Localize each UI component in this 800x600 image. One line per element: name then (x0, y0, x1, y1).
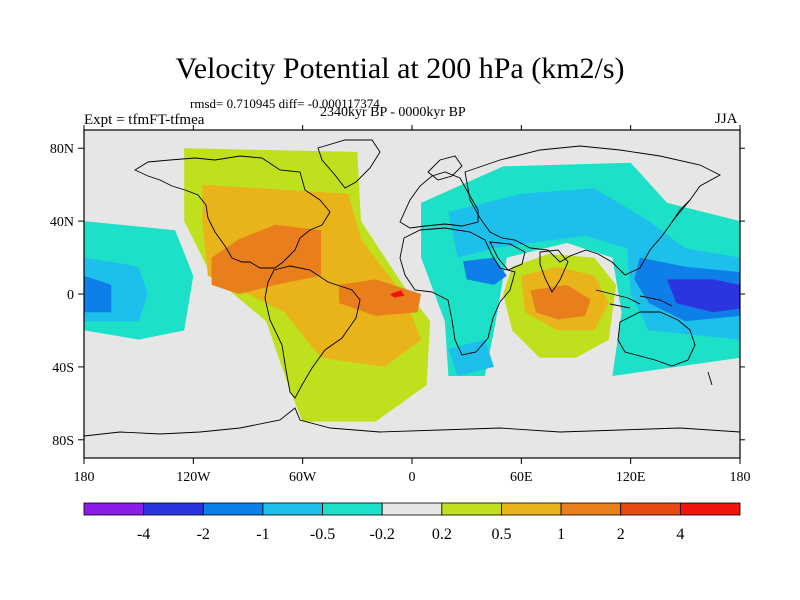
contour-region-positive-caribbean-core (211, 224, 321, 294)
lat-tick-label: 0 (67, 288, 74, 303)
stats-line: rmsd= 0.710945 diff= -0.000117374 (190, 96, 380, 111)
contour-region-negative-mideast-core (463, 257, 507, 285)
axes: 180 120W 60W 0 60E 120E 180 80N 40N 0 40S 80S (50, 125, 751, 485)
experiment-label: Expt = tfmFT-tfmea (84, 112, 205, 128)
lon-tick-label: 180 (730, 470, 751, 485)
contour-fills (84, 148, 740, 422)
contour-region-negative-westpac-max (667, 279, 740, 313)
colorbar-level-label: -2 (197, 526, 210, 543)
lon-tick-label: 60W (289, 470, 317, 485)
colorbar-level-label: -0.2 (370, 526, 395, 543)
contour-region-positive-eqatl-core (339, 279, 422, 316)
colorbar-level-label: -0.5 (310, 526, 335, 543)
colorbar-level-label: 1 (557, 526, 565, 543)
contour-region-negative-pacific-east-core (84, 275, 112, 313)
colorbar-swatch (441, 502, 502, 516)
lon-tick-label: 120E (616, 470, 646, 485)
contour-region-negative-southern-indian (448, 339, 494, 376)
lon-tick-label: 0 (409, 470, 416, 485)
lat-tick-label: 40S (52, 361, 74, 376)
colorbar-swatch (620, 502, 681, 516)
coast-antarctica (84, 407, 740, 437)
colorbar-level-label: 0.5 (491, 526, 511, 543)
colorbar-swatch (143, 502, 204, 516)
colorbar-level-label: 4 (676, 526, 684, 543)
coast-india (539, 249, 569, 293)
colorbar-swatch (202, 502, 264, 516)
colorbar-swatch (262, 502, 323, 516)
colorbar-swatch (322, 502, 383, 516)
lat-tick-label: 80S (52, 434, 74, 449)
contour-region-positive-eqatl-max (390, 290, 405, 298)
colorbar-swatch (501, 502, 562, 516)
colorbar-swatch (560, 502, 622, 516)
colorbar-level-label: 2 (617, 526, 625, 543)
coast-indonesia (595, 289, 673, 309)
coast-africa (399, 227, 516, 356)
coast-north-america (134, 155, 331, 269)
colorbar-level-label: -1 (256, 526, 269, 543)
coast-arabia (489, 241, 526, 271)
coast-asia (464, 145, 721, 276)
period-label: 2340kyr BP - 0000kyr BP (320, 105, 466, 120)
chart-title: Velocity Potential at 200 hPa (km2/s) (175, 52, 625, 85)
coast-europe (399, 171, 479, 229)
colorbar-level-label: -4 (137, 526, 150, 543)
lon-tick-label: 120W (176, 470, 211, 485)
coast-greenland (317, 139, 381, 189)
colorbar-swatch (83, 502, 145, 516)
season-label: JJA (715, 111, 738, 127)
lat-tick-label: 40N (50, 215, 74, 230)
coastlines (84, 139, 740, 437)
contour-region-positive-indian-core (530, 284, 591, 320)
colorbar-swatch (381, 502, 443, 516)
colorbar: -4 -2 -1 -0.5 -0.2 0.2 0.5 1 2 4 (83, 502, 741, 543)
lat-tick-label: 80N (50, 142, 74, 157)
map-area (84, 130, 740, 458)
lon-tick-label: 60E (510, 470, 533, 485)
coast-japan-newzealand (671, 199, 713, 386)
lon-tick-label: 180 (74, 470, 95, 485)
coast-australia (617, 311, 696, 367)
coast-scandinavia (427, 155, 463, 181)
colorbar-swatch (679, 502, 741, 516)
colorbar-level-label: 0.2 (432, 526, 452, 543)
coast-south-america (264, 265, 361, 399)
